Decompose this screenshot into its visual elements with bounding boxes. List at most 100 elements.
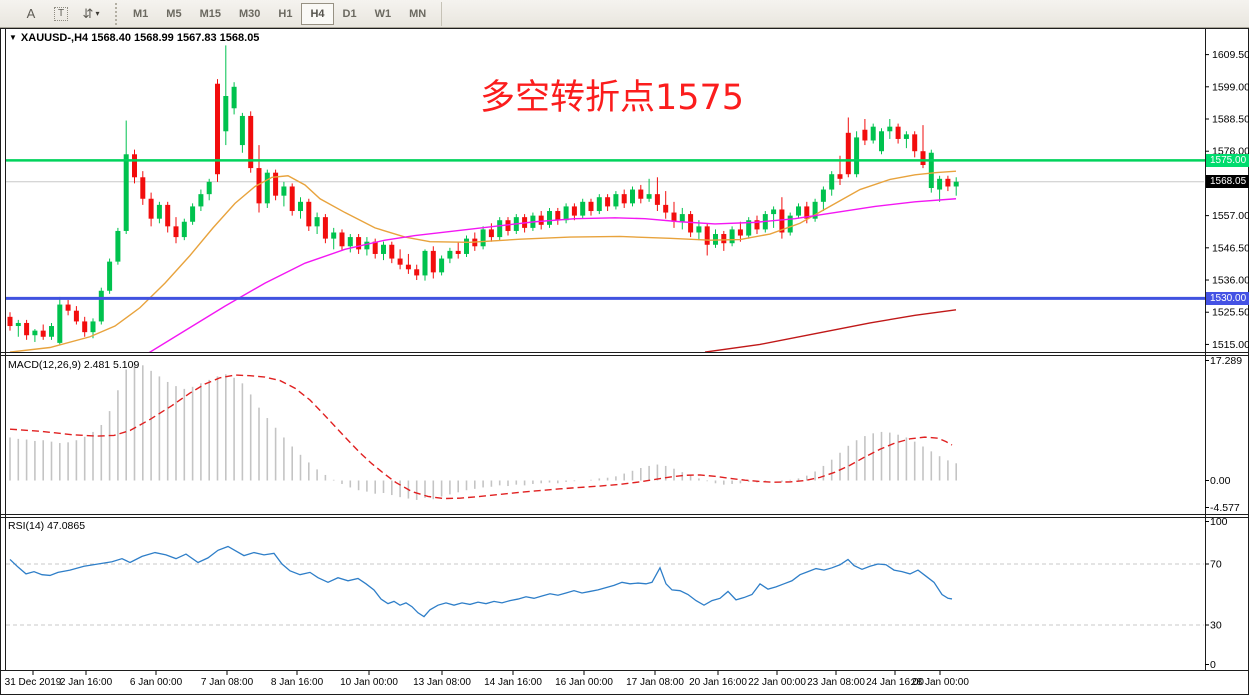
candle-up (613, 194, 619, 207)
candle-down (140, 177, 146, 199)
symbol-dropdown-icon[interactable]: ▼ (9, 33, 17, 42)
candle-down (912, 134, 918, 152)
candle-down (505, 220, 511, 231)
timeframe-m30-button[interactable]: M30 (238, 7, 261, 20)
svg-text:22 Jan 00:00: 22 Jan 00:00 (748, 677, 806, 688)
svg-text:23 Jan 08:00: 23 Jan 08:00 (807, 677, 865, 688)
candle-up (796, 206, 801, 216)
candle-down (73, 310, 79, 322)
drawing-tools-group: A T ⇵ ▾ (16, 4, 106, 24)
candle-up (223, 96, 229, 132)
svg-text:1609.50: 1609.50 (1212, 49, 1249, 61)
candle-up (729, 229, 735, 244)
candle-down (405, 264, 411, 270)
text-tool-button[interactable]: T (48, 4, 74, 24)
candle-down (837, 174, 843, 179)
svg-text:1546.50: 1546.50 (1212, 242, 1249, 254)
hline-lower-badge: 1530.00 (1206, 291, 1249, 305)
candle-down (148, 198, 154, 219)
candle-up (331, 232, 337, 239)
font-tool-icon: A (26, 6, 36, 21)
candle-down (654, 194, 660, 205)
candle-down (862, 129, 868, 141)
chart-annotation: 多空转折点1575 (480, 78, 745, 118)
svg-text:1599.00: 1599.00 (1212, 81, 1249, 93)
candle-down (339, 232, 345, 247)
candle-up (281, 186, 287, 196)
candle-up (239, 115, 245, 146)
timeframe-m15-button[interactable]: M15 (199, 7, 221, 20)
ma-fast-orange (9, 170, 957, 352)
arrows-tool-button[interactable]: ⇵ ▾ (78, 4, 104, 24)
toolbar-grip (115, 2, 117, 25)
candle-up (381, 244, 386, 254)
timeframe-d1-button[interactable]: D1 (342, 7, 357, 20)
macd-panel (9, 361, 958, 500)
candle-up (32, 330, 38, 336)
svg-text:100: 100 (1210, 516, 1228, 528)
timeframe-mn-button[interactable]: MN (409, 7, 427, 20)
candle-up (497, 220, 503, 238)
candle-down (65, 304, 71, 311)
candle-down (414, 269, 420, 276)
candle-down (663, 204, 669, 213)
svg-text:30: 30 (1210, 620, 1222, 632)
candle-up (206, 181, 212, 195)
svg-text:24 Jan 16:00: 24 Jan 16:00 (866, 677, 924, 688)
candle-up (563, 206, 569, 221)
svg-text:16 Jan 00:00: 16 Jan 00:00 (555, 677, 613, 688)
candle-up (347, 237, 353, 247)
svg-text:1525.50: 1525.50 (1212, 307, 1249, 319)
candle-down (571, 206, 577, 216)
candle-down (704, 226, 710, 245)
ma-slow-magenta (148, 198, 957, 352)
chevron-down-icon[interactable]: ▾ (95, 9, 100, 18)
candle-down (538, 215, 544, 225)
candle-up (464, 238, 469, 254)
macd-indicator-label: MACD(12,26,9) 2.481 5.109 (8, 359, 140, 371)
candle-down (82, 321, 88, 333)
timeframe-h4-button[interactable]: H4 (301, 2, 334, 25)
timeframe-m1-button[interactable]: M1 (133, 7, 149, 20)
svg-text:7 Jan 08:00: 7 Jan 08:00 (201, 677, 254, 688)
candle-up (198, 194, 204, 207)
candle-up (787, 215, 793, 233)
candle-up (771, 209, 777, 215)
candle-down (132, 154, 137, 178)
candle-down (779, 209, 785, 233)
svg-text:14 Jan 16:00: 14 Jan 16:00 (484, 677, 542, 688)
timeframe-h1-button[interactable]: H1 (278, 7, 293, 20)
candle-up (547, 211, 552, 225)
rsi-panel (6, 545, 1204, 626)
candle-up (630, 189, 635, 204)
timeframe-m5-button[interactable]: M5 (166, 7, 182, 20)
toolbar: A T ⇵ ▾ M1 M5 M15 M30 H1 H4 D1 W1 MN (0, 0, 1249, 28)
candle-up (870, 126, 876, 141)
svg-text:8 Jan 16:00: 8 Jan 16:00 (271, 677, 324, 688)
main-price-panel (6, 45, 1204, 352)
candle-up (98, 290, 104, 322)
candle-down (430, 250, 436, 273)
timeframe-w1-button[interactable]: W1 (374, 7, 392, 20)
symbol-ohlc-text: XAUUSD-,H4 1568.40 1568.99 1567.83 1568.… (20, 32, 260, 44)
candle-up (190, 206, 196, 222)
toolbar-separator (441, 1, 443, 26)
svg-text:20 Jan 16:00: 20 Jan 16:00 (689, 677, 747, 688)
candle-up (953, 181, 959, 187)
candle-down (845, 132, 851, 175)
candle-up (181, 221, 187, 238)
candle-up (364, 241, 370, 250)
candle-up (264, 172, 270, 204)
candle-down (754, 220, 760, 230)
candle-up (90, 321, 96, 333)
candle-up (696, 226, 702, 233)
candle-down (372, 241, 378, 254)
candle-down (173, 226, 179, 238)
candle-up (580, 201, 586, 216)
candle-up (15, 322, 21, 327)
current-price-badge: 1568.05 (1206, 175, 1249, 189)
font-tool-button[interactable]: A (18, 4, 44, 24)
candle-down (248, 115, 254, 169)
text-tool-icon: T (53, 6, 69, 21)
